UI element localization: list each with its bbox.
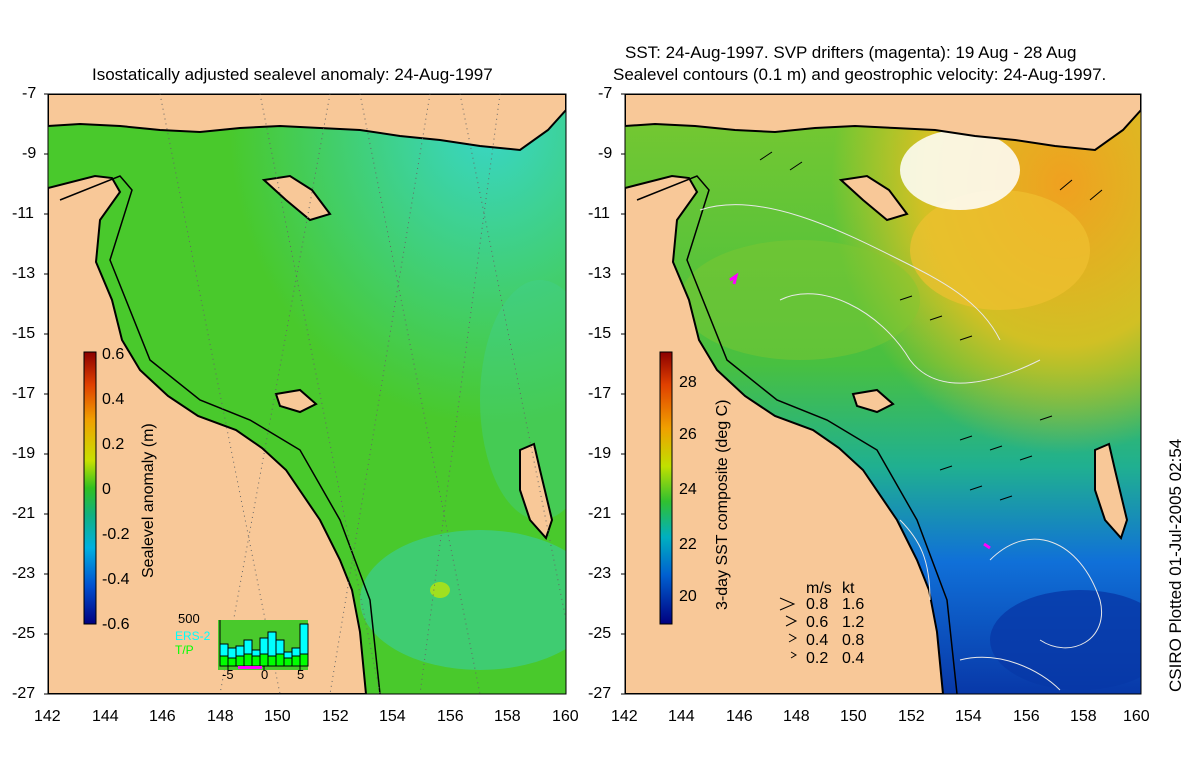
histogram-legend-ers2: ERS-2 (175, 629, 211, 643)
x-tick: 144 (92, 708, 119, 725)
cb-tick: 26 (679, 426, 697, 443)
histogram-inset (218, 620, 309, 670)
x-tick: 158 (494, 708, 521, 725)
velocity-legend-ms: 0.4 (806, 632, 829, 649)
sst-colorbar (659, 351, 673, 625)
y-tick: -9 (22, 145, 37, 162)
y-tick: -13 (588, 265, 612, 282)
sst-colorbar-label: 3-day SST composite (deg C) (714, 399, 731, 610)
cb-tick: -0.4 (102, 571, 130, 588)
velocity-legend-header-ms: m/s (806, 580, 832, 597)
sst-title-line1: SST: 24-Aug-1997. SVP drifters (magenta)… (625, 43, 1077, 62)
velocity-legend-ms: 0.2 (806, 650, 829, 667)
y-tick: -17 (588, 385, 612, 402)
velocity-legend-ms: 0.6 (806, 614, 829, 631)
y-tick: -19 (12, 445, 36, 462)
x-tick: 152 (898, 708, 925, 725)
y-tick: -11 (588, 205, 610, 222)
x-tick: 144 (668, 708, 695, 725)
cb-tick: 0 (102, 481, 111, 498)
y-tick: -7 (22, 85, 37, 102)
x-tick: 156 (1013, 708, 1040, 725)
velocity-legend-header-kt: kt (842, 580, 855, 597)
x-tick: 148 (207, 708, 234, 725)
x-tick: 152 (322, 708, 349, 725)
cb-tick: 0.4 (102, 391, 125, 408)
cb-tick: -0.6 (102, 616, 130, 633)
y-tick: -13 (12, 265, 36, 282)
sla-title: Isostatically adjusted sealevel anomaly:… (92, 65, 493, 84)
cb-tick: 20 (679, 588, 697, 605)
velocity-legend-kt: 0.8 (842, 632, 865, 649)
x-tick: 142 (611, 708, 638, 725)
histogram-xtick: 0 (261, 667, 269, 682)
x-tick: 146 (726, 708, 753, 725)
y-tick: -15 (588, 325, 612, 342)
sla-colorbar-label: Sealevel anomaly (m) (140, 423, 157, 578)
y-tick: -25 (12, 625, 36, 642)
y-tick: -25 (588, 625, 612, 642)
sst-map (625, 94, 1141, 694)
sst-title-line2: Sealevel contours (0.1 m) and geostrophi… (613, 65, 1107, 84)
y-tick: -21 (588, 505, 612, 522)
sst-mainland (625, 174, 945, 694)
y-tick: -27 (12, 685, 36, 702)
cb-tick: 0.2 (102, 436, 125, 453)
velocity-legend-kt: 1.6 (842, 596, 865, 613)
x-tick: 148 (783, 708, 810, 725)
y-tick: -23 (12, 565, 36, 582)
cb-tick: 22 (679, 536, 697, 553)
y-tick: -11 (12, 205, 34, 222)
x-tick: 158 (1070, 708, 1097, 725)
x-tick: 160 (1123, 708, 1150, 725)
y-tick: -15 (12, 325, 36, 342)
credit-label: CSIRO Plotted 01-Jul-2005 02:54 (1166, 438, 1185, 692)
x-tick: 160 (552, 708, 579, 725)
x-tick: 146 (149, 708, 176, 725)
y-tick: -9 (598, 145, 613, 162)
y-tick: -21 (12, 505, 36, 522)
y-tick: -19 (588, 445, 612, 462)
x-tick: 150 (264, 708, 291, 725)
axis-ticks (44, 93, 625, 695)
cb-tick: 0.6 (102, 346, 125, 363)
x-tick: 156 (437, 708, 464, 725)
velocity-legend-kt: 0.4 (842, 650, 865, 667)
sla-new-guinea (48, 94, 566, 152)
x-tick: 154 (379, 708, 406, 725)
x-tick: 154 (955, 708, 982, 725)
histogram-ymax: 500 (178, 611, 200, 626)
sla-mainland (48, 174, 368, 694)
sla-map (48, 94, 566, 694)
sst-new-guinea (625, 94, 1141, 152)
y-tick: -27 (588, 685, 612, 702)
velocity-legend-ms: 0.8 (806, 596, 829, 613)
cb-tick: -0.2 (102, 526, 130, 543)
y-tick: -7 (598, 85, 613, 102)
y-tick: -17 (12, 385, 36, 402)
velocity-legend-kt: 1.2 (842, 614, 865, 631)
histogram-legend-tp: T/P (175, 643, 194, 657)
histogram-xtick: 5 (297, 667, 305, 682)
x-tick: 150 (840, 708, 867, 725)
velocity-legend-arrows (779, 597, 798, 659)
y-tick: -23 (588, 565, 612, 582)
sla-colorbar (83, 351, 97, 625)
cb-tick: 28 (679, 374, 697, 391)
x-tick: 142 (34, 708, 61, 725)
cb-tick: 24 (679, 481, 697, 498)
histogram-xtick: -5 (222, 667, 234, 682)
